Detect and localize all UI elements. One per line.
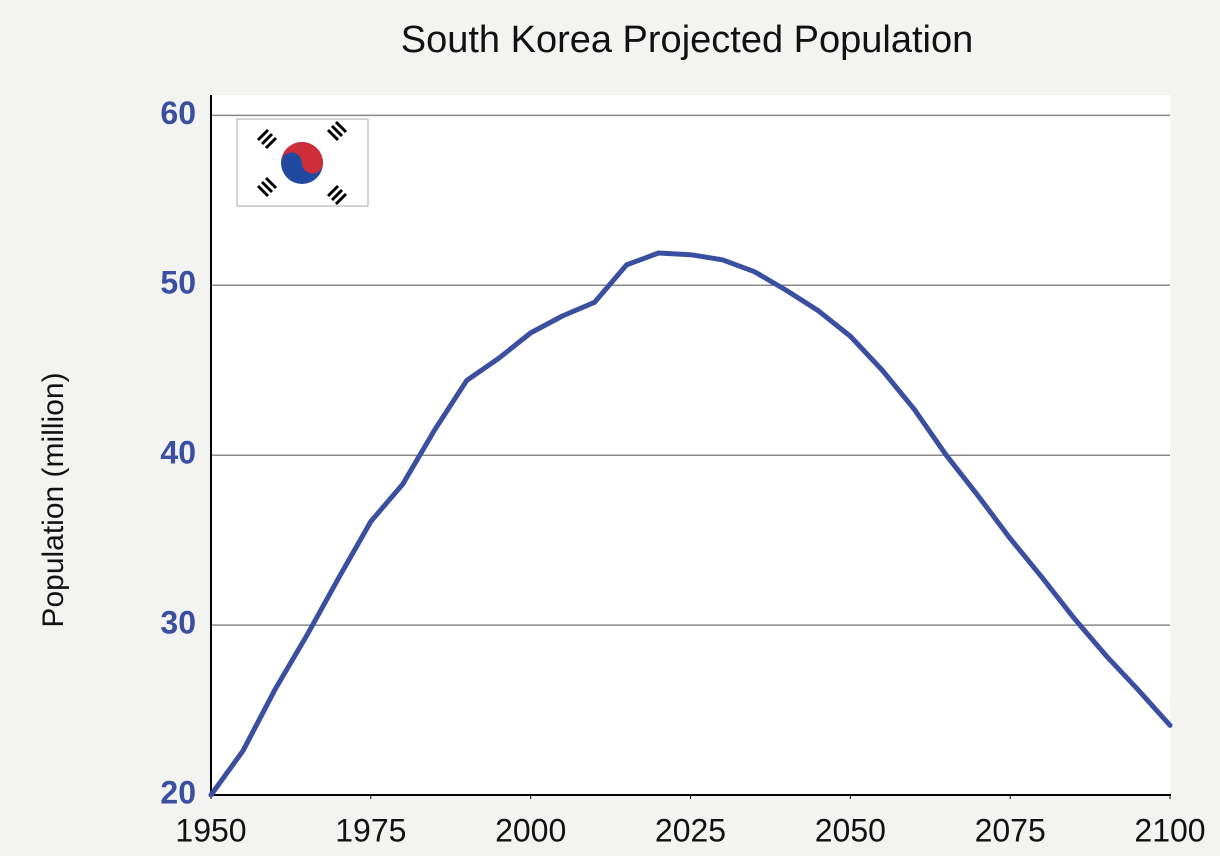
line-series (208, 250, 1173, 798)
x-tick-label: 2050 (815, 812, 886, 848)
y-tick-label: 60 (160, 95, 196, 131)
x-tick-label: 2000 (495, 812, 566, 848)
y-tick-label: 30 (160, 605, 196, 641)
y-tick-label: 50 (160, 265, 196, 301)
y-tick-label: 20 (160, 774, 196, 810)
flag-trigrams (256, 120, 348, 206)
x-tick-label: 2075 (975, 812, 1046, 848)
chart-title: South Korea Projected Population (401, 19, 974, 61)
y-tick-label: 40 (160, 435, 196, 471)
flag (236, 118, 369, 207)
y-axis-label: Population (million) (37, 372, 70, 627)
x-tick-label: 1950 (175, 812, 246, 848)
x-tick-label: 1975 (335, 812, 406, 848)
flag-red (281, 142, 323, 174)
x-tick-label: 2025 (655, 812, 726, 848)
x-tick-label: 2100 (1134, 812, 1205, 848)
plot-area (211, 95, 1170, 795)
